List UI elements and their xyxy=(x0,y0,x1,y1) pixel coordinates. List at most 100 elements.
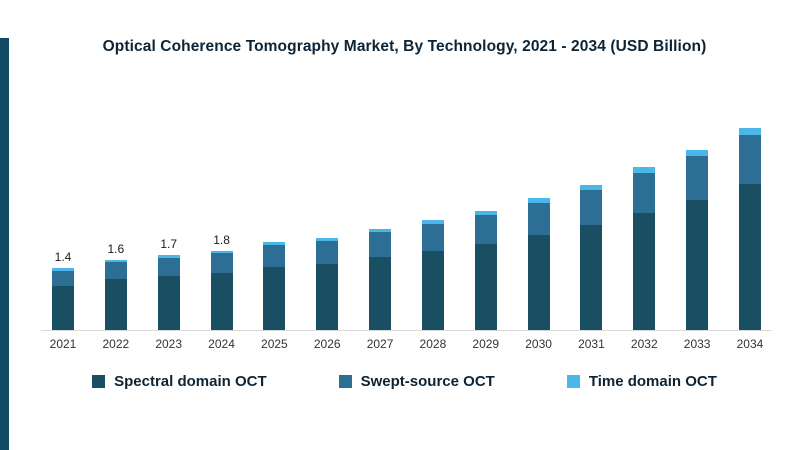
bar-data-label: 1.4 xyxy=(54,250,72,265)
bar-segment-swept xyxy=(633,172,656,213)
x-axis-tick-label: 2025 xyxy=(261,337,288,351)
bar-stack xyxy=(369,228,392,330)
bar-segment-time xyxy=(633,167,656,173)
bar-stack xyxy=(474,211,497,330)
legend-label: Swept-source OCT xyxy=(360,373,495,390)
legend-label: Time domain OCT xyxy=(588,373,717,390)
bar-stack xyxy=(686,149,709,330)
bar-segment-spectral xyxy=(316,263,339,330)
x-axis-tick-label: 2022 xyxy=(102,337,130,351)
legend-swatch-icon xyxy=(92,375,106,388)
bar-segment-swept xyxy=(104,262,127,280)
bar-segment-spectral xyxy=(474,244,497,330)
bar-group xyxy=(256,241,292,330)
bar-stack xyxy=(157,255,180,330)
chart-title: Optical Coherence Tomography Market, By … xyxy=(102,38,707,55)
bar-group xyxy=(309,237,345,330)
bar-segment-swept xyxy=(738,134,761,184)
x-axis-tick-label: 2034 xyxy=(736,337,764,351)
bar-data-label: 1.7 xyxy=(160,237,178,252)
bar-segment-spectral xyxy=(369,257,392,330)
bar-segment-spectral xyxy=(104,279,127,330)
bar-segment-swept xyxy=(316,241,339,264)
bar-segment-swept xyxy=(263,245,286,267)
x-axis-tick-label: 2033 xyxy=(683,337,711,351)
bar-stack xyxy=(52,268,74,330)
x-axis-tick-label: 2021 xyxy=(49,337,77,351)
bar-segment-swept xyxy=(474,215,497,245)
bar-segment-time xyxy=(104,259,127,263)
bar-segment-spectral xyxy=(686,199,709,330)
bar-group xyxy=(521,198,557,330)
bar-segment-time xyxy=(580,184,603,191)
x-axis-tick-label: 2030 xyxy=(525,337,552,351)
bar-stack xyxy=(316,237,339,330)
bar-segment-swept xyxy=(157,257,180,277)
bar-segment-swept xyxy=(527,202,550,235)
bar-segment-swept xyxy=(421,224,444,251)
bar-segment-time xyxy=(527,198,550,203)
bar-group: 1.4 xyxy=(45,250,81,330)
bar-data-label: 1.8 xyxy=(213,232,230,247)
bar-segment-time xyxy=(157,255,180,258)
bar-segment-time xyxy=(52,268,74,271)
bar-group xyxy=(415,220,451,330)
x-axis-tick-label: 2032 xyxy=(630,337,658,351)
bar-stack xyxy=(580,184,603,330)
bar-segment-spectral xyxy=(263,266,286,330)
bar-data-label: 1.6 xyxy=(107,241,125,256)
chart-area: 1.4 1.6 1.7 1.8 2021 2022 2023 2024 2025 2026 202… xyxy=(41,76,772,351)
bar-segment-time xyxy=(210,250,233,254)
bar-segment-time xyxy=(738,127,761,135)
legend-swatch-icon xyxy=(338,375,352,388)
bar-segment-time xyxy=(369,228,392,233)
bar-segment-time xyxy=(316,237,339,242)
bar-group: 1.8 xyxy=(204,233,240,330)
bar-segment-swept xyxy=(210,253,233,273)
legend-item: Time domain OCT xyxy=(566,373,717,390)
bar-segment-swept xyxy=(686,155,709,200)
x-axis-tick-label: 2027 xyxy=(366,337,394,351)
bar-group xyxy=(573,184,609,330)
bar-group xyxy=(468,211,504,330)
bar-segment-spectral xyxy=(210,272,233,330)
bar-segment-swept xyxy=(580,190,603,226)
bar-group: 1.7 xyxy=(151,237,187,330)
bar-group xyxy=(732,127,768,330)
legend-label: Spectral domain OCT xyxy=(114,373,267,390)
bar-segment-spectral xyxy=(738,183,761,330)
chart-legend: Spectral domain OCT Swept-source OCT Time … xyxy=(9,373,800,390)
bar-segment-time xyxy=(421,220,444,225)
bar-stack xyxy=(633,167,656,330)
x-axis-tick-label: 2029 xyxy=(472,337,500,351)
bar-group xyxy=(679,149,715,330)
chart-bars: 1.4 1.6 1.7 1.8 xyxy=(41,76,772,331)
x-axis-tick-label: 2026 xyxy=(313,337,341,351)
bar-segment-time xyxy=(474,211,497,216)
bar-stack xyxy=(738,127,761,330)
legend-item: Swept-source OCT xyxy=(338,373,495,390)
x-axis-tick-label: 2031 xyxy=(578,337,605,351)
bar-segment-spectral xyxy=(527,235,550,330)
bar-segment-time xyxy=(686,149,709,156)
x-axis-tick-label: 2023 xyxy=(155,337,183,351)
legend-swatch-icon xyxy=(566,375,580,388)
bar-stack xyxy=(210,250,233,330)
bar-segment-time xyxy=(263,241,286,246)
bar-group xyxy=(626,167,662,330)
bar-stack xyxy=(104,259,127,330)
bar-group xyxy=(362,228,398,330)
x-axis-tick-label: 2028 xyxy=(419,337,447,351)
bar-segment-spectral xyxy=(580,225,603,330)
bar-stack xyxy=(421,220,444,330)
bar-segment-swept xyxy=(52,270,74,286)
bar-segment-spectral xyxy=(633,212,656,330)
bar-segment-spectral xyxy=(52,286,74,330)
year-labels: 2021 2022 2023 2024 2025 2026 2027 2028 2029 2030… xyxy=(41,331,772,351)
x-axis-tick-label: 2024 xyxy=(208,337,235,351)
bar-segment-spectral xyxy=(421,250,444,330)
legend-item: Spectral domain OCT xyxy=(92,373,267,390)
bar-group: 1.6 xyxy=(98,242,134,330)
bar-stack xyxy=(527,198,550,330)
bar-segment-spectral xyxy=(157,276,180,330)
